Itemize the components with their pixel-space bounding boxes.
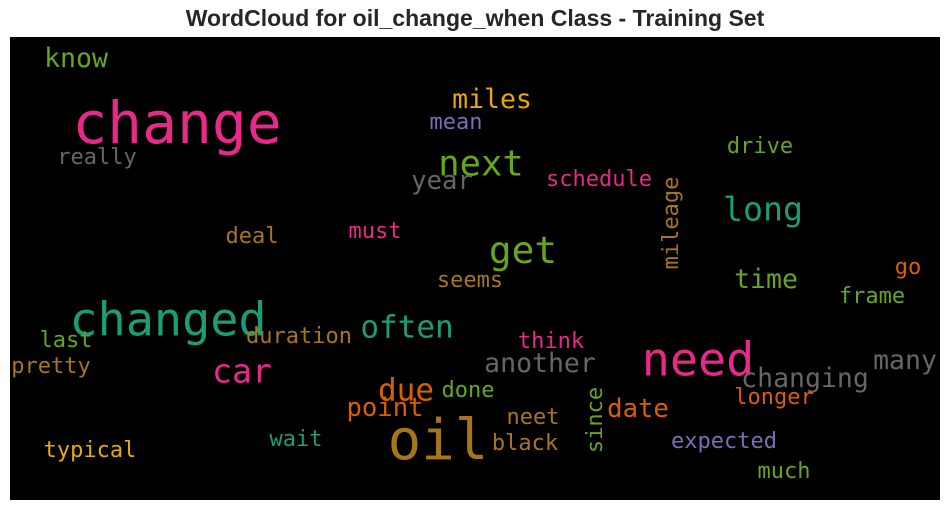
word-typical: typical (43, 438, 137, 463)
chart-title: WordCloud for oil_change_when Class - Tr… (185, 5, 765, 31)
word-frame: frame (838, 284, 906, 309)
word-since: since (583, 386, 608, 454)
word-know: know (44, 42, 108, 74)
word-car: car (211, 351, 273, 391)
word-duration: duration (246, 324, 352, 349)
word-neet: neet (506, 405, 560, 430)
word-drive: drive (726, 134, 794, 159)
word-done: done (441, 378, 495, 403)
word-need: need (641, 333, 755, 388)
word-changed: changed (69, 293, 267, 348)
word-really: really (57, 145, 137, 170)
word-mileage: mileage (659, 176, 684, 270)
word-deal: deal (225, 224, 279, 249)
word-mean: mean (429, 110, 483, 135)
word-much: much (757, 459, 811, 484)
word-year: year (411, 166, 473, 197)
word-longer: longer (734, 385, 814, 410)
word-miles: miles (452, 83, 532, 115)
word-pretty: pretty (11, 354, 91, 379)
word-must: must (348, 219, 402, 244)
word-point: point (346, 393, 424, 424)
word-due: due (378, 372, 434, 409)
word-changing: changing (741, 362, 869, 394)
word-change: change (72, 89, 282, 157)
word-next: next (438, 143, 524, 185)
word-think: think (517, 329, 585, 354)
word-get: get (488, 228, 558, 273)
word-black: black (491, 431, 559, 456)
word-expected: expected (671, 429, 777, 454)
word-date: date (607, 394, 669, 425)
word-wait: wait (269, 427, 323, 452)
word-last: last (39, 328, 93, 353)
word-seems: seems (436, 268, 504, 293)
wordcloud-canvas: change oil changed need get next long car often d… (10, 37, 940, 500)
word-often: often (360, 309, 454, 346)
word-oil: oil (387, 408, 489, 474)
word-long: long (722, 189, 804, 229)
word-schedule: schedule (546, 167, 652, 192)
word-another: another (484, 347, 596, 379)
word-time: time (734, 263, 798, 295)
word-many: many (873, 344, 937, 376)
word-go: go (894, 255, 922, 280)
